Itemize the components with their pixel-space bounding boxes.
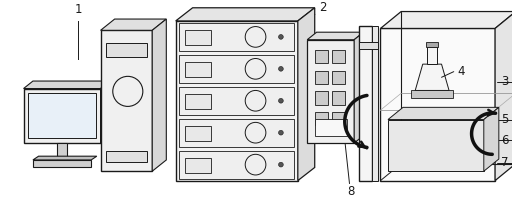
Text: 2: 2 (319, 1, 327, 14)
Text: 3: 3 (501, 75, 508, 88)
Bar (185, 94, 211, 109)
Bar (359, 26, 372, 181)
Text: 1: 1 (74, 3, 82, 16)
Text: 6: 6 (501, 134, 508, 147)
Bar (315, 71, 328, 84)
Text: 5: 5 (501, 113, 508, 126)
Bar (359, 42, 378, 49)
Bar (388, 120, 484, 171)
Bar (185, 30, 211, 45)
Polygon shape (152, 19, 166, 171)
Polygon shape (484, 107, 499, 171)
Bar (315, 119, 347, 136)
Circle shape (279, 130, 283, 135)
Bar (411, 90, 453, 98)
Polygon shape (415, 64, 449, 90)
Circle shape (279, 162, 283, 167)
Bar (100, 30, 152, 171)
Bar (106, 43, 147, 57)
Bar (33, 160, 91, 167)
Bar (180, 55, 294, 83)
Polygon shape (100, 81, 110, 143)
Bar (332, 71, 345, 84)
Text: 4: 4 (457, 65, 465, 78)
Bar (180, 87, 294, 115)
Polygon shape (354, 32, 364, 143)
Polygon shape (298, 8, 315, 181)
Bar (185, 126, 211, 141)
Bar (428, 47, 437, 64)
Bar (372, 26, 378, 181)
Bar (180, 23, 294, 51)
Bar (106, 151, 147, 162)
Bar (28, 93, 96, 138)
Circle shape (279, 66, 283, 71)
Bar (58, 143, 67, 160)
Bar (185, 158, 211, 173)
Bar (381, 28, 495, 181)
Polygon shape (24, 81, 110, 89)
Bar (332, 112, 345, 125)
Bar (185, 62, 211, 77)
Bar (307, 40, 354, 143)
Bar (315, 91, 328, 105)
Bar (315, 112, 328, 125)
Polygon shape (307, 32, 364, 40)
Bar (315, 50, 328, 63)
Polygon shape (381, 12, 516, 28)
Polygon shape (176, 8, 315, 21)
Bar (332, 91, 345, 105)
Text: 7: 7 (501, 156, 508, 169)
Polygon shape (100, 19, 166, 30)
Bar (427, 42, 438, 47)
Bar (180, 151, 294, 179)
Text: 8: 8 (347, 185, 355, 198)
Polygon shape (388, 107, 499, 120)
Polygon shape (33, 156, 97, 160)
Bar (24, 89, 100, 143)
Bar (180, 119, 294, 147)
Polygon shape (495, 12, 516, 181)
Bar (332, 50, 345, 63)
Circle shape (279, 35, 283, 39)
Bar (176, 21, 298, 181)
Circle shape (279, 98, 283, 103)
